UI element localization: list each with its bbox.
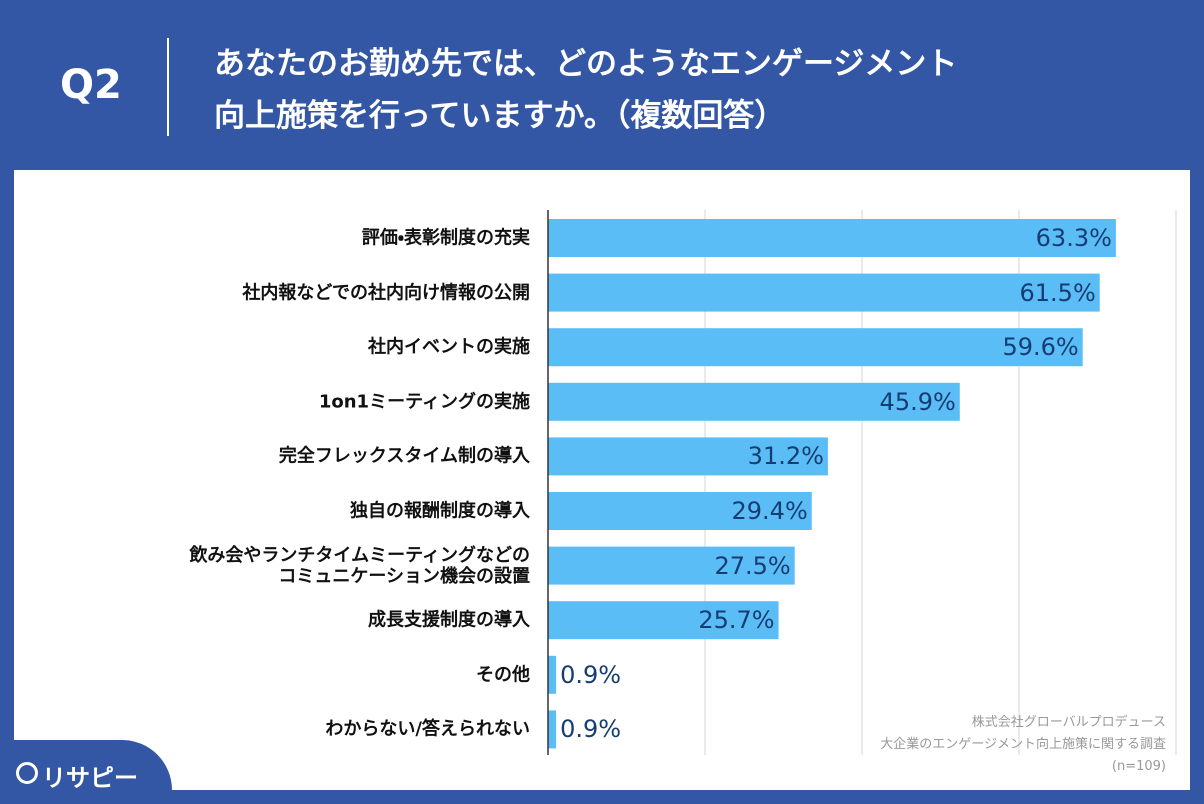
source-line: (n=109)	[1111, 759, 1166, 774]
category-label: 社内イベントの実施	[368, 336, 530, 358]
value-label: 31.2%	[747, 442, 824, 471]
bar	[548, 273, 1100, 312]
category-label: 成長支援制度の導入	[368, 609, 530, 631]
bar	[548, 492, 812, 530]
category-label: 飲み会やランチタイムミーティングなどの コミュニケーション機会の設置	[189, 544, 530, 587]
logo: リサピー	[0, 740, 172, 804]
value-label: 0.9%	[560, 715, 622, 744]
source-line: 大企業のエンゲージメント向上施策に関する調査	[880, 737, 1166, 752]
category-label: 完全フレックスタイム制の導入	[278, 445, 530, 467]
bar	[548, 382, 960, 421]
value-label: 45.9%	[879, 387, 956, 416]
bar	[548, 655, 557, 694]
bar	[548, 437, 828, 476]
value-label: 0.9%	[560, 660, 622, 689]
bar	[548, 219, 1116, 257]
logo-icon	[16, 762, 38, 784]
separator	[167, 38, 169, 136]
value-label: 61.5%	[1019, 278, 1096, 307]
value-label: 25.7%	[698, 606, 775, 635]
value-label: 29.4%	[731, 497, 808, 525]
bar	[548, 601, 779, 640]
category-label: 社内報などでの社内向け情報の公開	[242, 282, 530, 304]
question-number: Q2	[60, 62, 122, 108]
value-label: 63.3%	[1035, 224, 1112, 252]
value-label: 59.6%	[1002, 333, 1079, 362]
bar	[548, 328, 1083, 367]
source-line: 株式会社グローバルプロデュース	[971, 715, 1166, 730]
bar	[548, 710, 557, 749]
category-label: 1on1ミーティングの実施	[318, 391, 530, 413]
category-label: その他	[476, 664, 530, 686]
value-label: 27.5%	[714, 551, 791, 580]
category-label: 評価・表彰制度の充実	[361, 227, 530, 249]
panel	[14, 170, 1190, 790]
source: 株式会社グローバルプロデュース大企業のエンゲージメント向上施策に関する調査 (n=…	[880, 712, 1166, 778]
bar	[548, 546, 795, 585]
category-label: 独自の報酬制度の導入	[350, 500, 530, 522]
logo-text: リサピー	[42, 764, 138, 792]
category-label: わからない/答えられない	[325, 718, 530, 740]
chart-title: あなたのお勤め先では、どのようなエンゲージメント 向上施策を行っていますか。（複…	[214, 46, 958, 134]
